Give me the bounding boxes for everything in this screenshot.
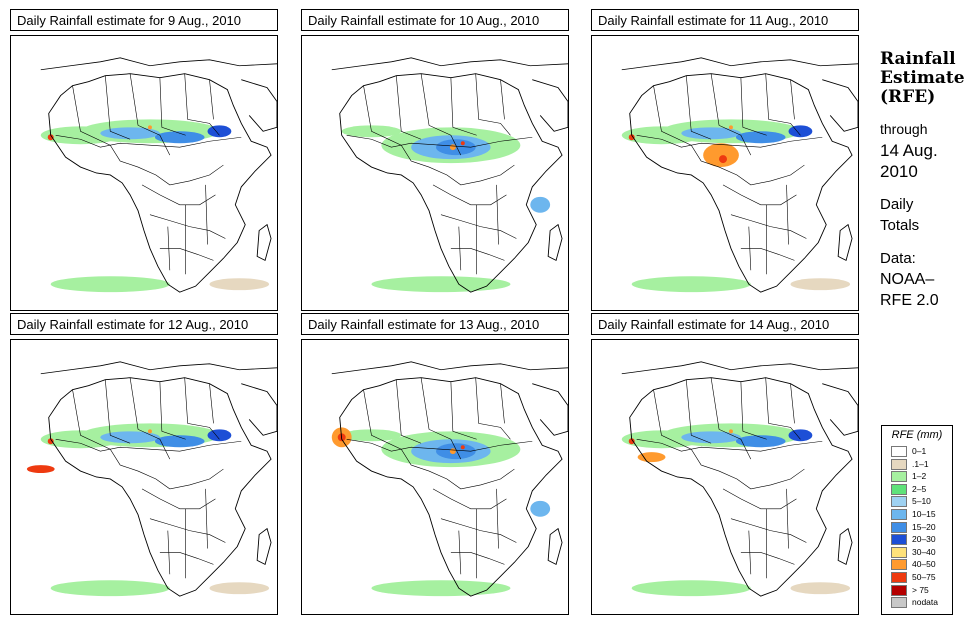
- sidebar-title-line: Estimate: [880, 68, 965, 88]
- legend-swatch: [891, 559, 907, 571]
- legend-label: 50–75: [912, 571, 936, 582]
- rfe-legend: RFE (mm) 0–1 .1–1 1–2 2–5 5–10 10–15 15–20 20–3…: [881, 425, 953, 615]
- panel-title: Daily Rainfall estimate for 14 Aug., 201…: [591, 313, 859, 335]
- map-info-sidebar: Rainfall Estimate (RFE) through 14 Aug. …: [880, 50, 965, 311]
- sidebar-date: 2010: [880, 162, 918, 181]
- legend-swatch: [891, 534, 907, 546]
- legend-label: 15–20: [912, 521, 936, 532]
- panel-title: Daily Rainfall estimate for 9 Aug., 2010: [10, 9, 278, 31]
- legend-label: 30–40: [912, 546, 936, 557]
- legend-swatch: [891, 571, 907, 583]
- legend-item: 5–10: [891, 495, 952, 508]
- sidebar-date: 14 Aug.: [880, 141, 938, 160]
- legend-item: 1–2: [891, 470, 952, 483]
- legend-label: 10–15: [912, 508, 936, 519]
- legend-item: nodata: [891, 596, 952, 609]
- legend-item: 10–15: [891, 508, 952, 521]
- rainfall-map-panel-aug10: Daily Rainfall estimate for 10 Aug., 201…: [301, 9, 571, 311]
- panel-title: Daily Rainfall estimate for 10 Aug., 201…: [301, 9, 569, 31]
- legend-swatch: [891, 496, 907, 508]
- legend-label: 5–10: [912, 496, 931, 507]
- legend-label: > 75: [912, 584, 929, 595]
- legend-item: 0–1: [891, 445, 952, 458]
- legend-item: 30–40: [891, 546, 952, 559]
- panel-title: Daily Rainfall estimate for 12 Aug., 201…: [10, 313, 278, 335]
- legend-item: 15–20: [891, 521, 952, 534]
- legend-rows: 0–1 .1–1 1–2 2–5 5–10 10–15 15–20 20–30 30–40 40–…: [882, 445, 952, 609]
- legend-swatch: [891, 471, 907, 483]
- legend-swatch: [891, 584, 907, 596]
- legend-swatch: [891, 483, 907, 495]
- africa-rainfall-map: [301, 339, 569, 615]
- sidebar-totals: Totals: [880, 217, 920, 234]
- africa-rainfall-map: [591, 339, 859, 615]
- sidebar-data-label: Data:: [880, 250, 916, 267]
- legend-label: 20–30: [912, 534, 936, 545]
- rainfall-map-panel-aug9: Daily Rainfall estimate for 9 Aug., 2010: [10, 9, 280, 311]
- africa-rainfall-map: [591, 35, 859, 311]
- legend-label: 40–50: [912, 559, 936, 570]
- legend-title: RFE (mm): [891, 429, 943, 441]
- legend-swatch: [891, 446, 907, 457]
- rainfall-map-panel-aug12: Daily Rainfall estimate for 12 Aug., 201…: [10, 313, 280, 615]
- sidebar-source: NOAA–: [880, 271, 935, 288]
- sidebar-source: RFE 2.0: [880, 292, 939, 309]
- legend-label: 1–2: [912, 471, 927, 482]
- legend-item: 2–5: [891, 483, 952, 496]
- legend-swatch: [891, 508, 907, 520]
- legend-label: 0–1: [912, 446, 927, 456]
- sidebar-title-line: (RFE): [880, 87, 936, 107]
- legend-item: 20–30: [891, 533, 952, 546]
- legend-swatch: [891, 597, 907, 609]
- africa-rainfall-map: [10, 35, 278, 311]
- legend-swatch: [891, 546, 907, 558]
- rainfall-map-panel-aug14: Daily Rainfall estimate for 14 Aug., 201…: [591, 313, 861, 615]
- legend-label: nodata: [912, 597, 938, 608]
- rainfall-map-panel-aug11: Daily Rainfall estimate for 11 Aug., 201…: [591, 9, 861, 311]
- sidebar-daily: Daily: [880, 196, 914, 213]
- africa-rainfall-map: [10, 339, 278, 615]
- legend-swatch: [891, 521, 907, 533]
- panel-title: Daily Rainfall estimate for 11 Aug., 201…: [591, 9, 859, 31]
- sidebar-through: through: [880, 121, 928, 137]
- panel-title: Daily Rainfall estimate for 13 Aug., 201…: [301, 313, 569, 335]
- legend-label: .1–1: [912, 458, 929, 469]
- rainfall-map-panel-aug13: Daily Rainfall estimate for 13 Aug., 201…: [301, 313, 571, 615]
- africa-rainfall-map: [301, 35, 569, 311]
- legend-item: 50–75: [891, 571, 952, 584]
- legend-swatch: [891, 458, 907, 470]
- legend-item: .1–1: [891, 458, 952, 471]
- legend-item: > 75: [891, 584, 952, 597]
- sidebar-title-line: Rainfall: [880, 49, 956, 69]
- legend-item: 40–50: [891, 558, 952, 571]
- legend-label: 2–5: [912, 483, 927, 494]
